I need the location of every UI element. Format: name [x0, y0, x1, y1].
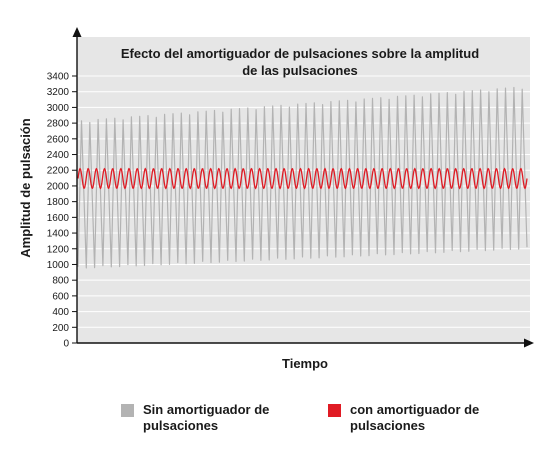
y-tick-label: 1800: [47, 197, 70, 208]
series-layer: [77, 86, 528, 269]
legend-label: con amortiguador de pulsaciones: [350, 402, 480, 433]
legend-item-con-amortiguador: con amortiguador de pulsaciones: [328, 402, 480, 434]
y-tick-label: 1200: [47, 244, 70, 255]
y-tick-label: 2000: [47, 181, 70, 192]
chart-title: Efecto del amortiguador de pulsaciones s…: [121, 46, 479, 78]
y-tick-label: 2800: [47, 119, 70, 130]
pulsation-chart: Efecto del amortiguador de pulsaciones s…: [18, 27, 534, 371]
y-tick-label: 3000: [47, 103, 70, 114]
y-tick-label: 2200: [47, 166, 70, 177]
chart-title-line-1: Efecto del amortiguador de pulsaciones s…: [121, 46, 479, 61]
legend-item-sin-amortiguador: Sin amortiguador de pulsaciones: [121, 402, 273, 434]
y-axis-ticks: 0 200 400 600 800 1000 1200 1400 1600 1800 2000 220…: [47, 72, 77, 350]
y-tick-label: 400: [52, 307, 69, 318]
y-tick-label: 200: [52, 323, 69, 334]
y-tick-label: 0: [63, 339, 69, 350]
y-tick-label: 600: [52, 291, 69, 302]
y-axis-label: Amplitud de pulsación: [18, 118, 33, 257]
y-tick-label: 800: [52, 276, 69, 287]
x-axis-label: Tiempo: [282, 356, 328, 371]
series-line-con-amortiguador: [77, 167, 528, 190]
y-tick-label: 1000: [47, 260, 70, 271]
y-tick-label: 1600: [47, 213, 70, 224]
legend-swatch-gray: [121, 404, 134, 417]
chart-title-line-2: de las pulsaciones: [242, 63, 358, 78]
y-tick-label: 1400: [47, 229, 70, 240]
y-tick-label: 3200: [47, 87, 70, 98]
legend-swatch-red: [328, 404, 341, 417]
y-tick-label: 2400: [47, 150, 70, 161]
series-line-sin-amortiguador: [77, 86, 528, 269]
y-tick-label: 2600: [47, 134, 70, 145]
x-axis-arrow: [524, 338, 534, 348]
y-tick-label: 3400: [47, 72, 70, 83]
legend-label: Sin amortiguador de pulsaciones: [143, 402, 270, 433]
y-axis-arrow: [72, 27, 82, 37]
